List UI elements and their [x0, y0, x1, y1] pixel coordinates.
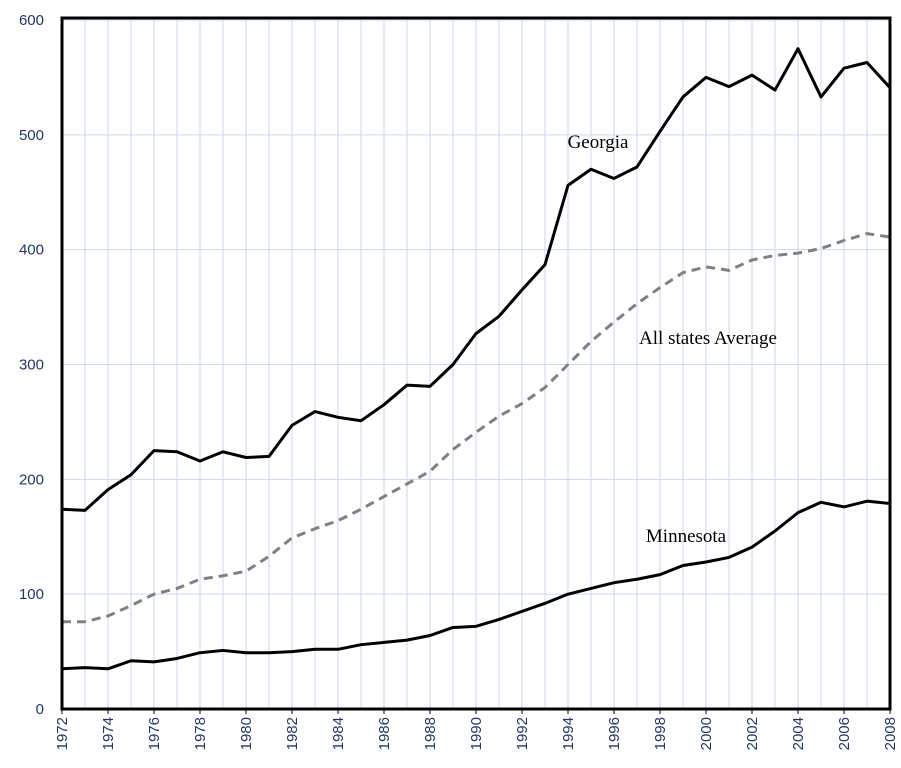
y-tick-label: 200	[19, 471, 44, 488]
y-tick-label: 300	[19, 357, 44, 374]
series-label: All states Average	[639, 328, 777, 349]
y-tick-label: 500	[19, 127, 44, 144]
x-tick-label: 1998	[652, 717, 669, 750]
y-tick-label: 100	[19, 586, 44, 603]
x-tick-label: 1974	[100, 717, 117, 750]
x-tick-label: 2008	[882, 717, 899, 750]
x-tick-label: 1980	[238, 717, 255, 750]
x-tick-label: 1984	[330, 717, 347, 750]
plot-border	[60, 16, 892, 711]
x-tick-label: 2002	[744, 717, 761, 750]
x-tick-label: 1988	[422, 717, 439, 750]
series-label: Minnesota	[646, 526, 727, 547]
x-tick-label: 1978	[192, 717, 209, 750]
x-tick-label: 1996	[606, 717, 623, 750]
y-tick-label: 400	[19, 242, 44, 259]
series-line	[62, 232, 891, 624]
x-tick-label: 1976	[146, 717, 163, 750]
x-tick-label: 1982	[284, 717, 301, 750]
x-tick-label: 1990	[468, 717, 485, 750]
y-tick-label: 600	[19, 12, 44, 29]
x-tick-label: 2006	[836, 717, 853, 750]
series-line	[61, 47, 892, 512]
x-tick-label: 1986	[376, 717, 393, 750]
series-line	[61, 499, 891, 671]
x-tick-label: 1972	[54, 717, 71, 750]
y-tick-label: 0	[36, 701, 44, 718]
x-tick-label: 2004	[790, 717, 807, 750]
x-tick-label: 1992	[514, 717, 531, 750]
x-tick-label: 1994	[560, 717, 577, 750]
x-tick-label: 2000	[698, 717, 715, 750]
series-label: Georgia	[568, 132, 629, 153]
